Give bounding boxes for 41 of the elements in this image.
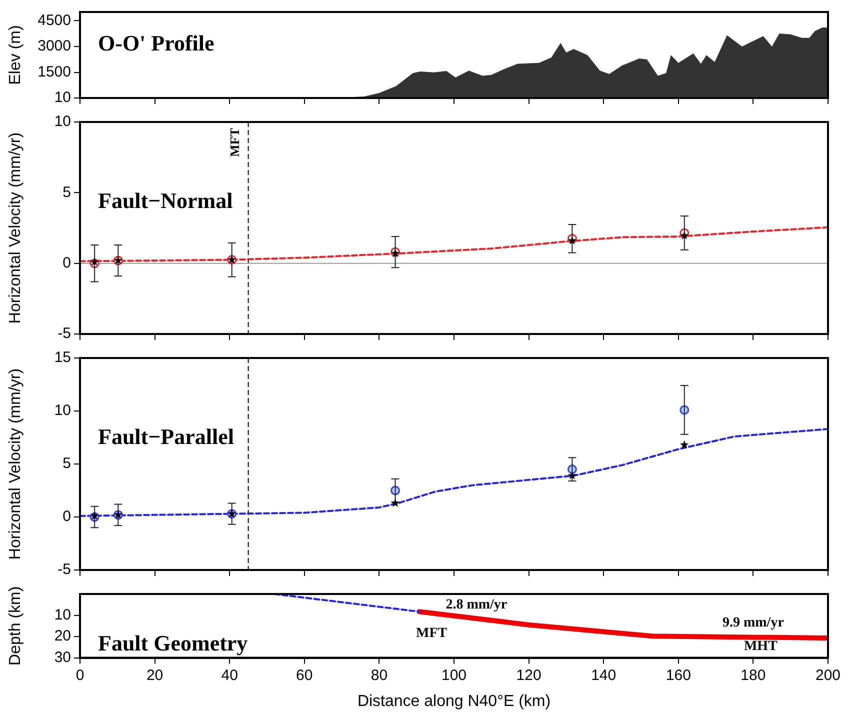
annotation: MHT	[744, 638, 778, 654]
y-tick-label: -5	[58, 561, 71, 578]
text: Fault Geometry	[98, 630, 248, 656]
y-tick-label: 10	[54, 606, 71, 624]
y-tick-label: 30	[54, 648, 71, 666]
y-tick-label: -5	[58, 325, 71, 342]
y-axis-title: Elev (m)	[7, 25, 24, 85]
y-tick-label: 20	[54, 628, 71, 645]
y-tick-label: 3000	[38, 38, 71, 55]
annotation: 2.8 mm/yr	[446, 597, 508, 612]
x-tick-label: 100	[441, 666, 467, 684]
x-tick-label: 120	[516, 666, 542, 684]
y-tick-label: 5	[62, 455, 71, 472]
ref-line-label: MFT	[227, 128, 242, 157]
x-tick-label: 0	[76, 666, 84, 684]
y-tick-label: 10	[54, 89, 71, 106]
annotation: MFT	[416, 626, 448, 642]
x-tick-label: 200	[815, 666, 841, 684]
x-tick-label: 20	[146, 666, 164, 684]
y-tick-label: 4500	[38, 12, 71, 29]
y-axis-title: Horizontal Velocity (mm/yr)	[7, 132, 24, 324]
x-tick-label: 180	[740, 666, 766, 684]
y-tick-label: 0	[62, 508, 71, 526]
y-tick-label: 15	[54, 349, 71, 366]
x-tick-label: 40	[221, 666, 238, 684]
x-tick-label: 160	[666, 666, 691, 684]
x-tick-label: 140	[591, 666, 616, 684]
y-tick-label: 10	[54, 402, 71, 420]
y-axis-title: Horizontal Velocity (mm/yr)	[7, 368, 24, 560]
x-tick-label: 80	[370, 666, 388, 684]
x-tick-label: 60	[296, 666, 313, 684]
y-tick-label: 5	[62, 184, 71, 201]
text: Fault−Normal	[98, 188, 233, 214]
y-tick-label: 10	[54, 113, 71, 130]
annotation: 9.9 mm/yr	[722, 615, 784, 630]
text: O-O' Profile	[98, 30, 215, 56]
y-tick-label: 0	[62, 254, 71, 272]
y-axis-title: Depth (km)	[7, 586, 24, 666]
x-axis-title: Distance along N40°E (km)	[357, 692, 551, 710]
y-tick-label: 1500	[38, 63, 71, 80]
text: Fault−Parallel	[98, 424, 234, 450]
